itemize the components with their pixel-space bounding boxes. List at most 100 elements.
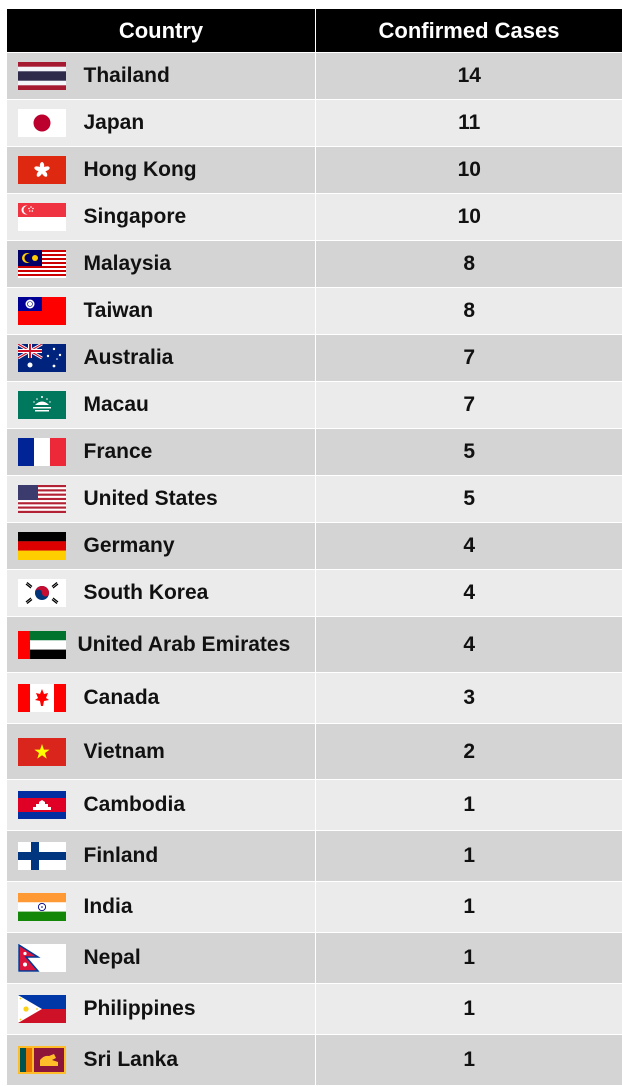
country-cell: Taiwan: [7, 288, 316, 335]
country-name: Japan: [84, 111, 145, 135]
table-row: India 1: [7, 882, 622, 933]
cases-value: 4: [316, 617, 622, 673]
cases-value: 2: [316, 724, 622, 780]
cases-value: 1: [316, 831, 622, 882]
country-cell: Singapore: [7, 194, 316, 241]
country-cell: Malaysia: [7, 241, 316, 288]
cases-value: 1: [316, 882, 622, 933]
australia-flag-icon: [18, 344, 66, 372]
table-row: Finland 1: [7, 831, 622, 882]
table-row: Canada 3: [7, 673, 622, 724]
malaysia-flag-icon: [18, 250, 66, 278]
philippines-flag-icon: [18, 995, 66, 1023]
country-cell: Canada: [7, 673, 316, 724]
country-name: United Arab Emirates: [78, 633, 291, 657]
hong-kong-flag-icon: [18, 156, 66, 184]
country-cell: France: [7, 429, 316, 476]
germany-flag-icon: [18, 532, 66, 560]
table-row: France 5: [7, 429, 622, 476]
country-cell: United States: [7, 476, 316, 523]
table-row: Cambodia 1: [7, 780, 622, 831]
cases-value: 8: [316, 241, 622, 288]
country-name: Canada: [84, 686, 160, 710]
country-name: Macau: [84, 393, 149, 417]
macau-flag-icon: [18, 391, 66, 419]
table-row: Macau 7: [7, 382, 622, 429]
nepal-flag-icon: [18, 944, 66, 972]
table-row: Thailand 14: [7, 53, 622, 100]
taiwan-flag-icon: [18, 297, 66, 325]
country-name: Australia: [84, 346, 174, 370]
country-cell: Cambodia: [7, 780, 316, 831]
header-confirmed-cases: Confirmed Cases: [316, 9, 622, 53]
country-name: France: [84, 440, 153, 464]
country-cell: Finland: [7, 831, 316, 882]
cases-value: 11: [316, 100, 622, 147]
thailand-flag-icon: [18, 62, 66, 90]
country-cell: Macau: [7, 382, 316, 429]
india-flag-icon: [18, 893, 66, 921]
cases-value: 8: [316, 288, 622, 335]
uae-flag-icon: [18, 631, 66, 659]
country-name: Philippines: [84, 997, 196, 1021]
cambodia-flag-icon: [18, 791, 66, 819]
canada-flag-icon: [18, 684, 66, 712]
header-row: Country Confirmed Cases: [7, 9, 622, 53]
table-row: Singapore 10: [7, 194, 622, 241]
country-cell: Japan: [7, 100, 316, 147]
table-row: Philippines 1: [7, 984, 622, 1035]
country-cell: United Arab Emirates: [7, 617, 316, 673]
south-korea-flag-icon: [18, 579, 66, 607]
country-name: Nepal: [84, 946, 141, 970]
country-cell: Philippines: [7, 984, 316, 1035]
table-row: United States 5: [7, 476, 622, 523]
country-cell: Nepal: [7, 933, 316, 984]
table-row: Nepal 1: [7, 933, 622, 984]
cases-value: 1: [316, 933, 622, 984]
japan-flag-icon: [18, 109, 66, 137]
header-country: Country: [7, 9, 316, 53]
table-row: United Arab Emirates 4: [7, 617, 622, 673]
france-flag-icon: [18, 438, 66, 466]
country-cell: India: [7, 882, 316, 933]
country-name: Germany: [84, 534, 175, 558]
cases-value: 7: [316, 335, 622, 382]
country-cell: Australia: [7, 335, 316, 382]
country-name: Hong Kong: [84, 158, 197, 182]
table-row: Hong Kong 10: [7, 147, 622, 194]
cases-value: 3: [316, 673, 622, 724]
country-cell: South Korea: [7, 570, 316, 617]
table-row: Sri Lanka 1: [7, 1035, 622, 1086]
country-name: Sri Lanka: [84, 1048, 179, 1072]
table-row: South Korea 4: [7, 570, 622, 617]
table-row: Australia 7: [7, 335, 622, 382]
cases-value: 1: [316, 1035, 622, 1086]
cases-value: 1: [316, 984, 622, 1035]
country-name: South Korea: [84, 581, 209, 605]
country-name: Vietnam: [84, 740, 165, 764]
table-row: Vietnam 2: [7, 724, 622, 780]
country-cell: Vietnam: [7, 724, 316, 780]
table-row: Malaysia 8: [7, 241, 622, 288]
country-name: Malaysia: [84, 252, 172, 276]
country-name: Thailand: [84, 64, 170, 88]
cases-value: 7: [316, 382, 622, 429]
singapore-flag-icon: [18, 203, 66, 231]
cases-value: 4: [316, 570, 622, 617]
vietnam-flag-icon: [18, 738, 66, 766]
cases-value: 1: [316, 780, 622, 831]
country-name: India: [84, 895, 133, 919]
cases-value: 4: [316, 523, 622, 570]
cases-value: 5: [316, 476, 622, 523]
united-states-flag-icon: [18, 485, 66, 513]
table-row: Japan 11: [7, 100, 622, 147]
country-cell: Germany: [7, 523, 316, 570]
cases-table: Country Confirmed Cases Thailand 14: [6, 8, 622, 1086]
sri-lanka-flag-icon: [18, 1046, 66, 1074]
cases-value: 14: [316, 53, 622, 100]
country-name: Cambodia: [84, 793, 186, 817]
cases-value: 5: [316, 429, 622, 476]
country-cell: Sri Lanka: [7, 1035, 316, 1086]
country-name: Taiwan: [84, 299, 154, 323]
country-name: Singapore: [84, 205, 187, 229]
